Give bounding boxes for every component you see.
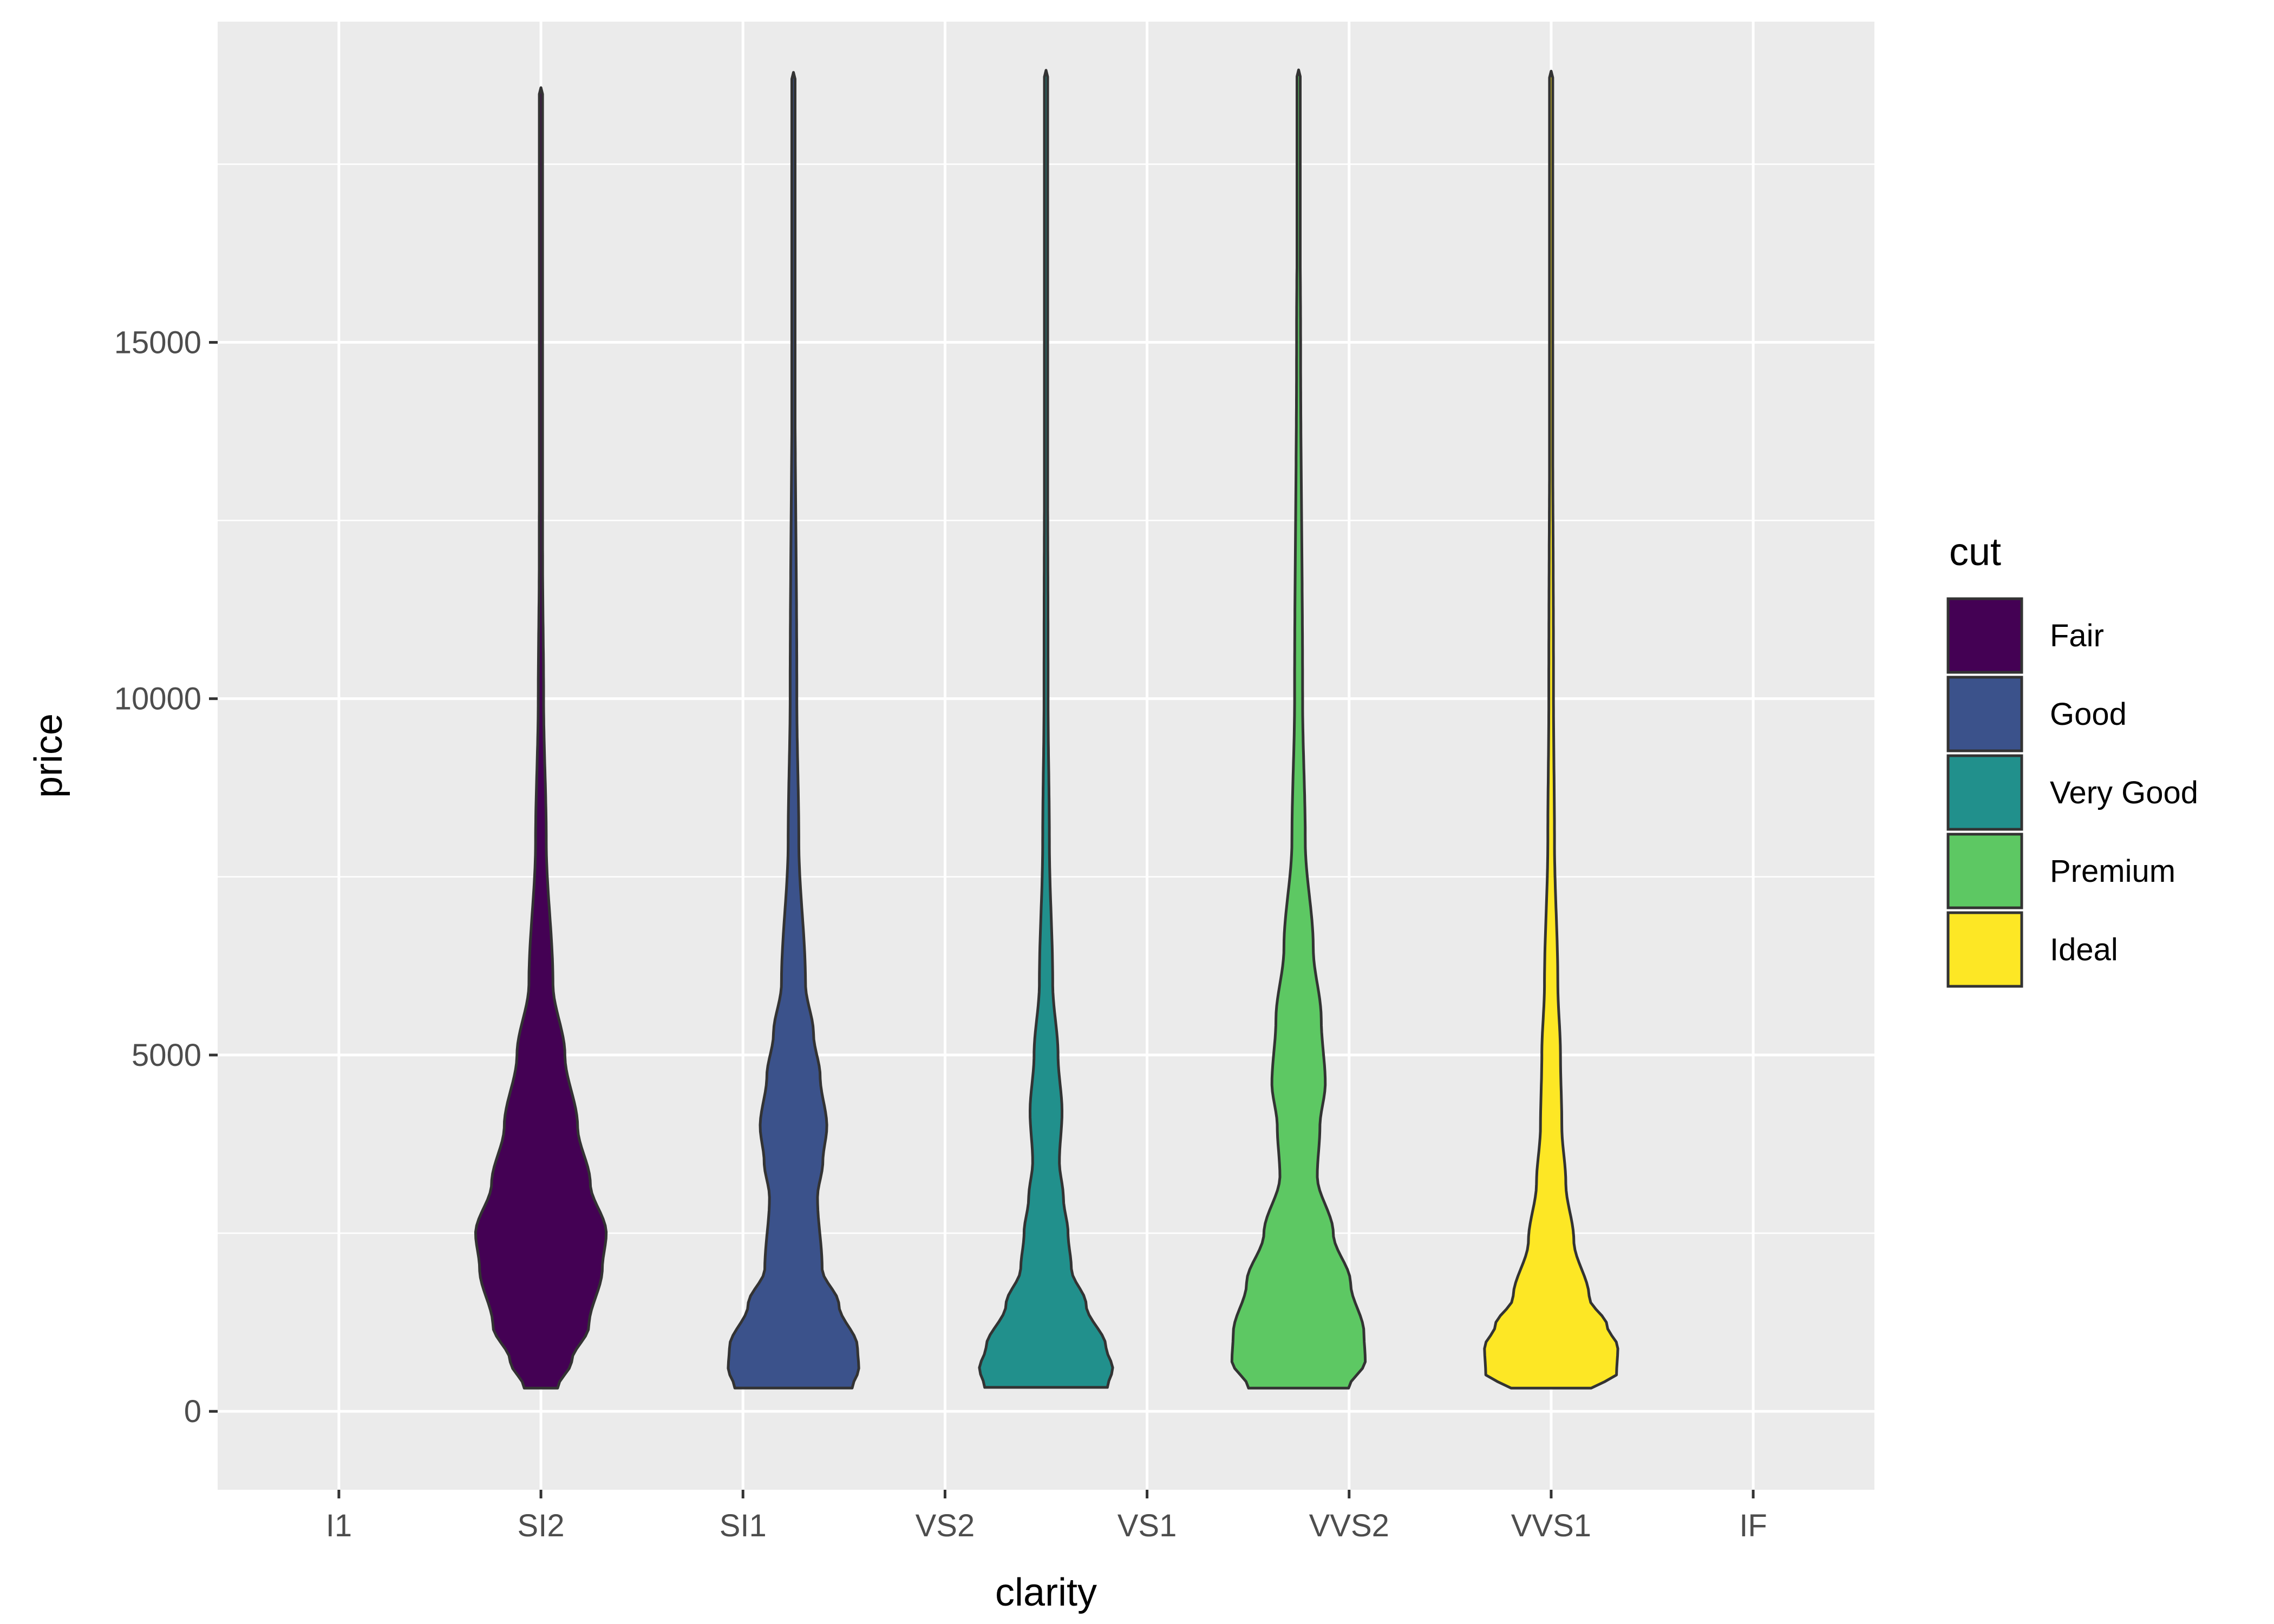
legend-label: Very Good <box>2050 775 2198 810</box>
y-tick-label: 10000 <box>114 682 201 717</box>
violin-premium <box>1230 68 1367 1390</box>
x-tick-label: VS1 <box>1118 1508 1177 1543</box>
legend-label: Premium <box>2050 854 2175 889</box>
legend-label: Good <box>2050 697 2127 732</box>
x-tick-label: SI1 <box>720 1508 767 1543</box>
violin-good <box>727 71 860 1390</box>
x-tick-label: I1 <box>326 1508 352 1543</box>
y-tick-label: 5000 <box>132 1038 201 1073</box>
x-axis-title: clarity <box>995 1571 1097 1614</box>
legend: cut Fair Good Very Good Premium Ideal <box>1946 531 2198 988</box>
legend-key-good <box>1946 676 2023 752</box>
y-axis: 0 5000 10000 15000 <box>114 325 218 1429</box>
legend-label: Fair <box>2050 618 2104 653</box>
legend-key-ideal <box>1946 911 2023 988</box>
y-axis-title: price <box>27 713 70 798</box>
legend-key-very-good <box>1946 754 2023 831</box>
x-tick-label: SI2 <box>518 1508 565 1543</box>
x-axis: I1 SI2 SI1 VS2 VS1 VVS2 VVS1 IF <box>326 1490 1767 1543</box>
x-tick-label: VS2 <box>916 1508 975 1543</box>
legend-label: Ideal <box>2050 932 2118 967</box>
violins <box>474 68 1619 1390</box>
x-tick-label: VVS1 <box>1511 1508 1591 1543</box>
y-tick-label: 15000 <box>114 325 201 360</box>
violin-ideal <box>1483 69 1619 1390</box>
violin-fair <box>474 86 608 1390</box>
x-tick-label: IF <box>1739 1508 1767 1543</box>
legend-key-premium <box>1946 833 2023 909</box>
legend-title: cut <box>1949 531 2001 574</box>
violin-very-good <box>978 69 1114 1389</box>
y-tick-label: 0 <box>184 1394 201 1429</box>
x-tick-label: VVS2 <box>1309 1508 1389 1543</box>
legend-key-fair <box>1946 597 2023 674</box>
